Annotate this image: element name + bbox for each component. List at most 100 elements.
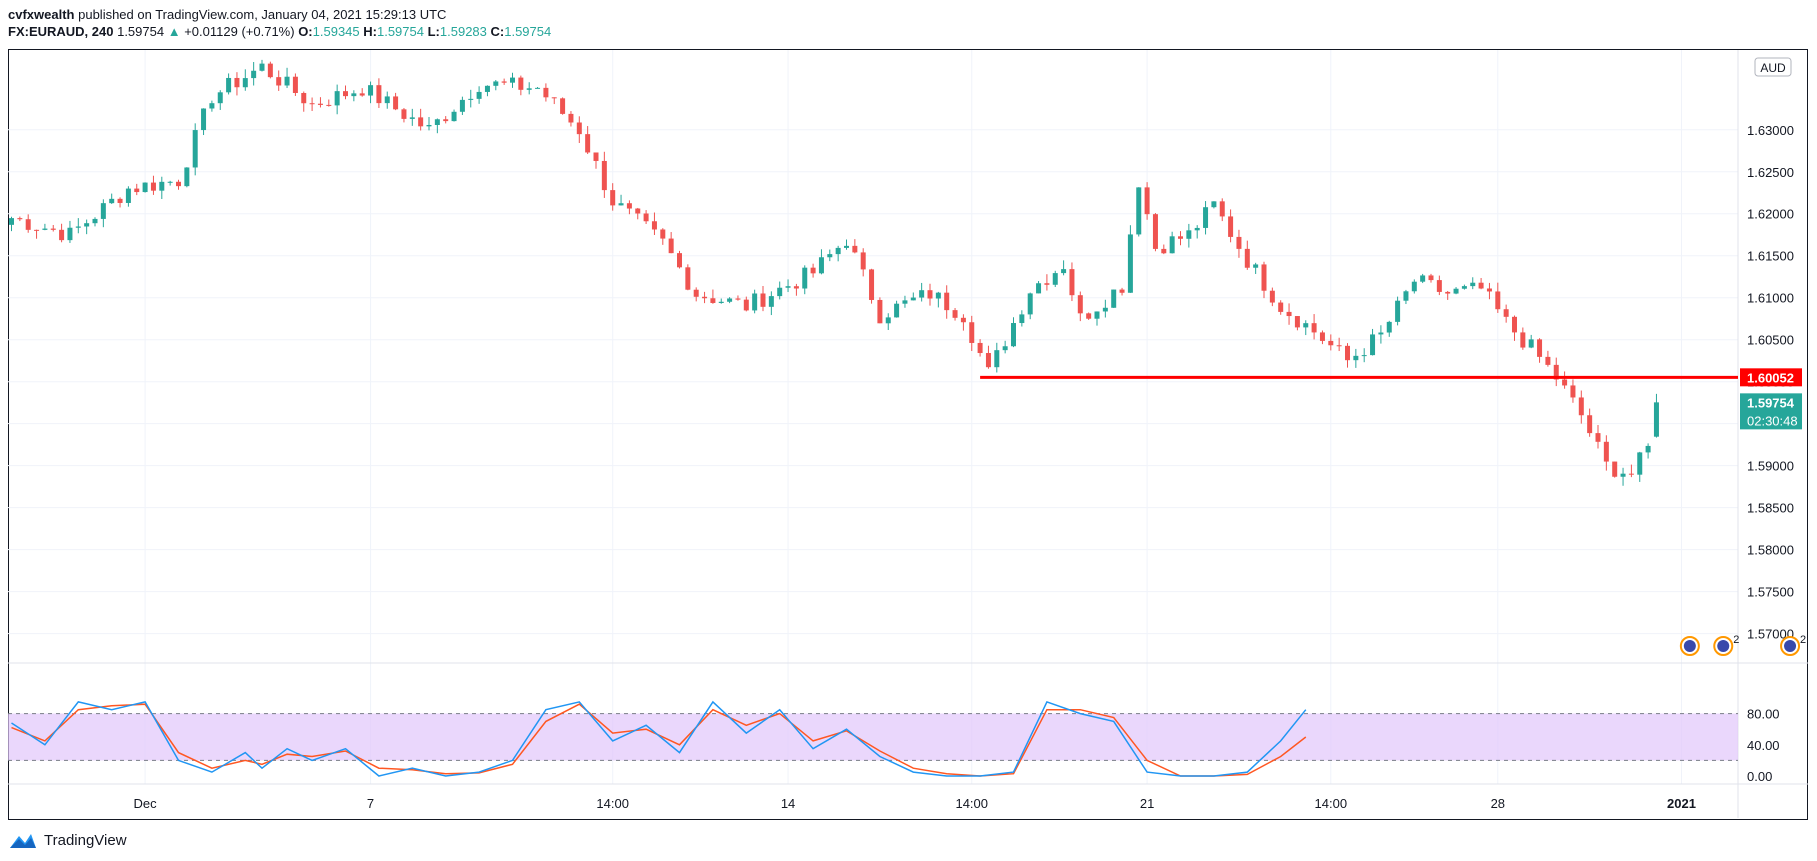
candle xyxy=(1470,282,1476,287)
candle xyxy=(601,160,607,191)
candle xyxy=(618,203,624,206)
time-tick-label: 21 xyxy=(1140,796,1154,811)
candle xyxy=(1002,346,1008,351)
time-tick-label: 14:00 xyxy=(596,796,629,811)
candle xyxy=(1294,316,1300,328)
candle xyxy=(501,81,507,83)
candle xyxy=(693,289,699,297)
candle xyxy=(919,290,925,298)
candle xyxy=(292,76,298,93)
candle xyxy=(1069,269,1075,296)
candle xyxy=(451,111,457,122)
candle xyxy=(1169,236,1175,254)
candle xyxy=(677,253,682,268)
candle xyxy=(1378,332,1384,335)
candle xyxy=(17,218,23,220)
candle xyxy=(844,245,849,248)
candle xyxy=(1620,473,1626,477)
candle xyxy=(1370,334,1376,356)
candle xyxy=(142,182,148,193)
candle xyxy=(100,203,106,219)
candle xyxy=(376,85,382,104)
candle xyxy=(1528,339,1534,348)
candle xyxy=(902,300,908,304)
time-tick-label: Dec xyxy=(134,796,158,811)
candle xyxy=(393,96,399,110)
currency-badge[interactable] xyxy=(1754,57,1792,77)
candle xyxy=(526,88,532,90)
candle xyxy=(1261,264,1267,291)
chart-header: cvfxwealth published on TradingView.com,… xyxy=(8,6,551,40)
candle xyxy=(125,188,131,203)
candle xyxy=(1194,227,1200,231)
tradingview-logo-icon[interactable] xyxy=(8,830,38,850)
low-label: L: xyxy=(427,24,440,39)
candle xyxy=(75,226,81,228)
candle xyxy=(217,92,223,104)
candle xyxy=(226,77,232,93)
candle xyxy=(1353,355,1359,361)
candle xyxy=(251,70,257,79)
level-price-label: 1.60052 xyxy=(1747,370,1794,385)
candle xyxy=(1445,291,1451,294)
candle xyxy=(1253,264,1259,268)
candle xyxy=(1345,345,1350,361)
currency-badge-label: AUD xyxy=(1760,61,1786,75)
time-tick-label: 14 xyxy=(781,796,795,811)
candle xyxy=(1119,289,1125,293)
candle xyxy=(1486,288,1492,292)
price-tick-label: 1.58500 xyxy=(1747,501,1794,516)
candle xyxy=(1186,230,1192,239)
candle xyxy=(1269,290,1275,303)
event-flag-center-icon xyxy=(1784,640,1797,652)
candle xyxy=(643,213,649,222)
candle xyxy=(1520,332,1526,348)
price-tick-label: 1.57500 xyxy=(1747,585,1794,600)
close-value: 1.59754 xyxy=(504,24,552,39)
candle xyxy=(368,85,374,96)
candle xyxy=(1645,445,1651,453)
candle xyxy=(1428,275,1434,281)
candle xyxy=(885,317,891,324)
open-label: O: xyxy=(298,24,313,39)
candle xyxy=(409,117,415,119)
stoch-k-line xyxy=(11,700,1307,777)
candle xyxy=(1628,473,1634,475)
candle xyxy=(418,117,424,127)
price-tick-label: 1.61000 xyxy=(1747,291,1794,306)
candle xyxy=(1136,187,1142,235)
candle xyxy=(1311,323,1317,333)
candle xyxy=(977,342,983,354)
symbol-label: FX:EURAUD, 240 xyxy=(8,24,114,39)
countdown-label: 02:30:48 xyxy=(1747,413,1798,428)
close-label: C: xyxy=(490,24,505,39)
candle xyxy=(1044,283,1050,285)
footer-brand[interactable]: TradingView xyxy=(44,831,127,849)
candle xyxy=(768,296,774,307)
time-tick-label: 7 xyxy=(367,796,374,811)
candle xyxy=(1152,214,1158,249)
candle xyxy=(242,78,248,88)
candle xyxy=(267,63,273,78)
candle xyxy=(317,103,323,105)
price-tick-label: 1.60500 xyxy=(1747,333,1794,348)
candle xyxy=(401,109,407,119)
candle xyxy=(969,322,975,343)
price-tick-label: 1.62500 xyxy=(1747,165,1794,180)
candle xyxy=(1178,236,1183,239)
price-tick-label: 1.62000 xyxy=(1747,207,1794,222)
publisher-name[interactable]: cvfxwealth xyxy=(8,7,75,22)
candle xyxy=(192,130,198,168)
candle xyxy=(1127,234,1133,293)
time-tick-label: 2021 xyxy=(1667,796,1696,811)
candle xyxy=(1319,332,1325,341)
candle xyxy=(201,108,207,131)
last-price-tag xyxy=(1740,393,1802,430)
candle xyxy=(1278,302,1284,312)
stoch-tick-label: 40.00 xyxy=(1747,738,1780,753)
candle xyxy=(994,350,1000,368)
candle xyxy=(276,77,282,86)
candle xyxy=(326,104,332,106)
stoch-d-line xyxy=(11,703,1307,777)
